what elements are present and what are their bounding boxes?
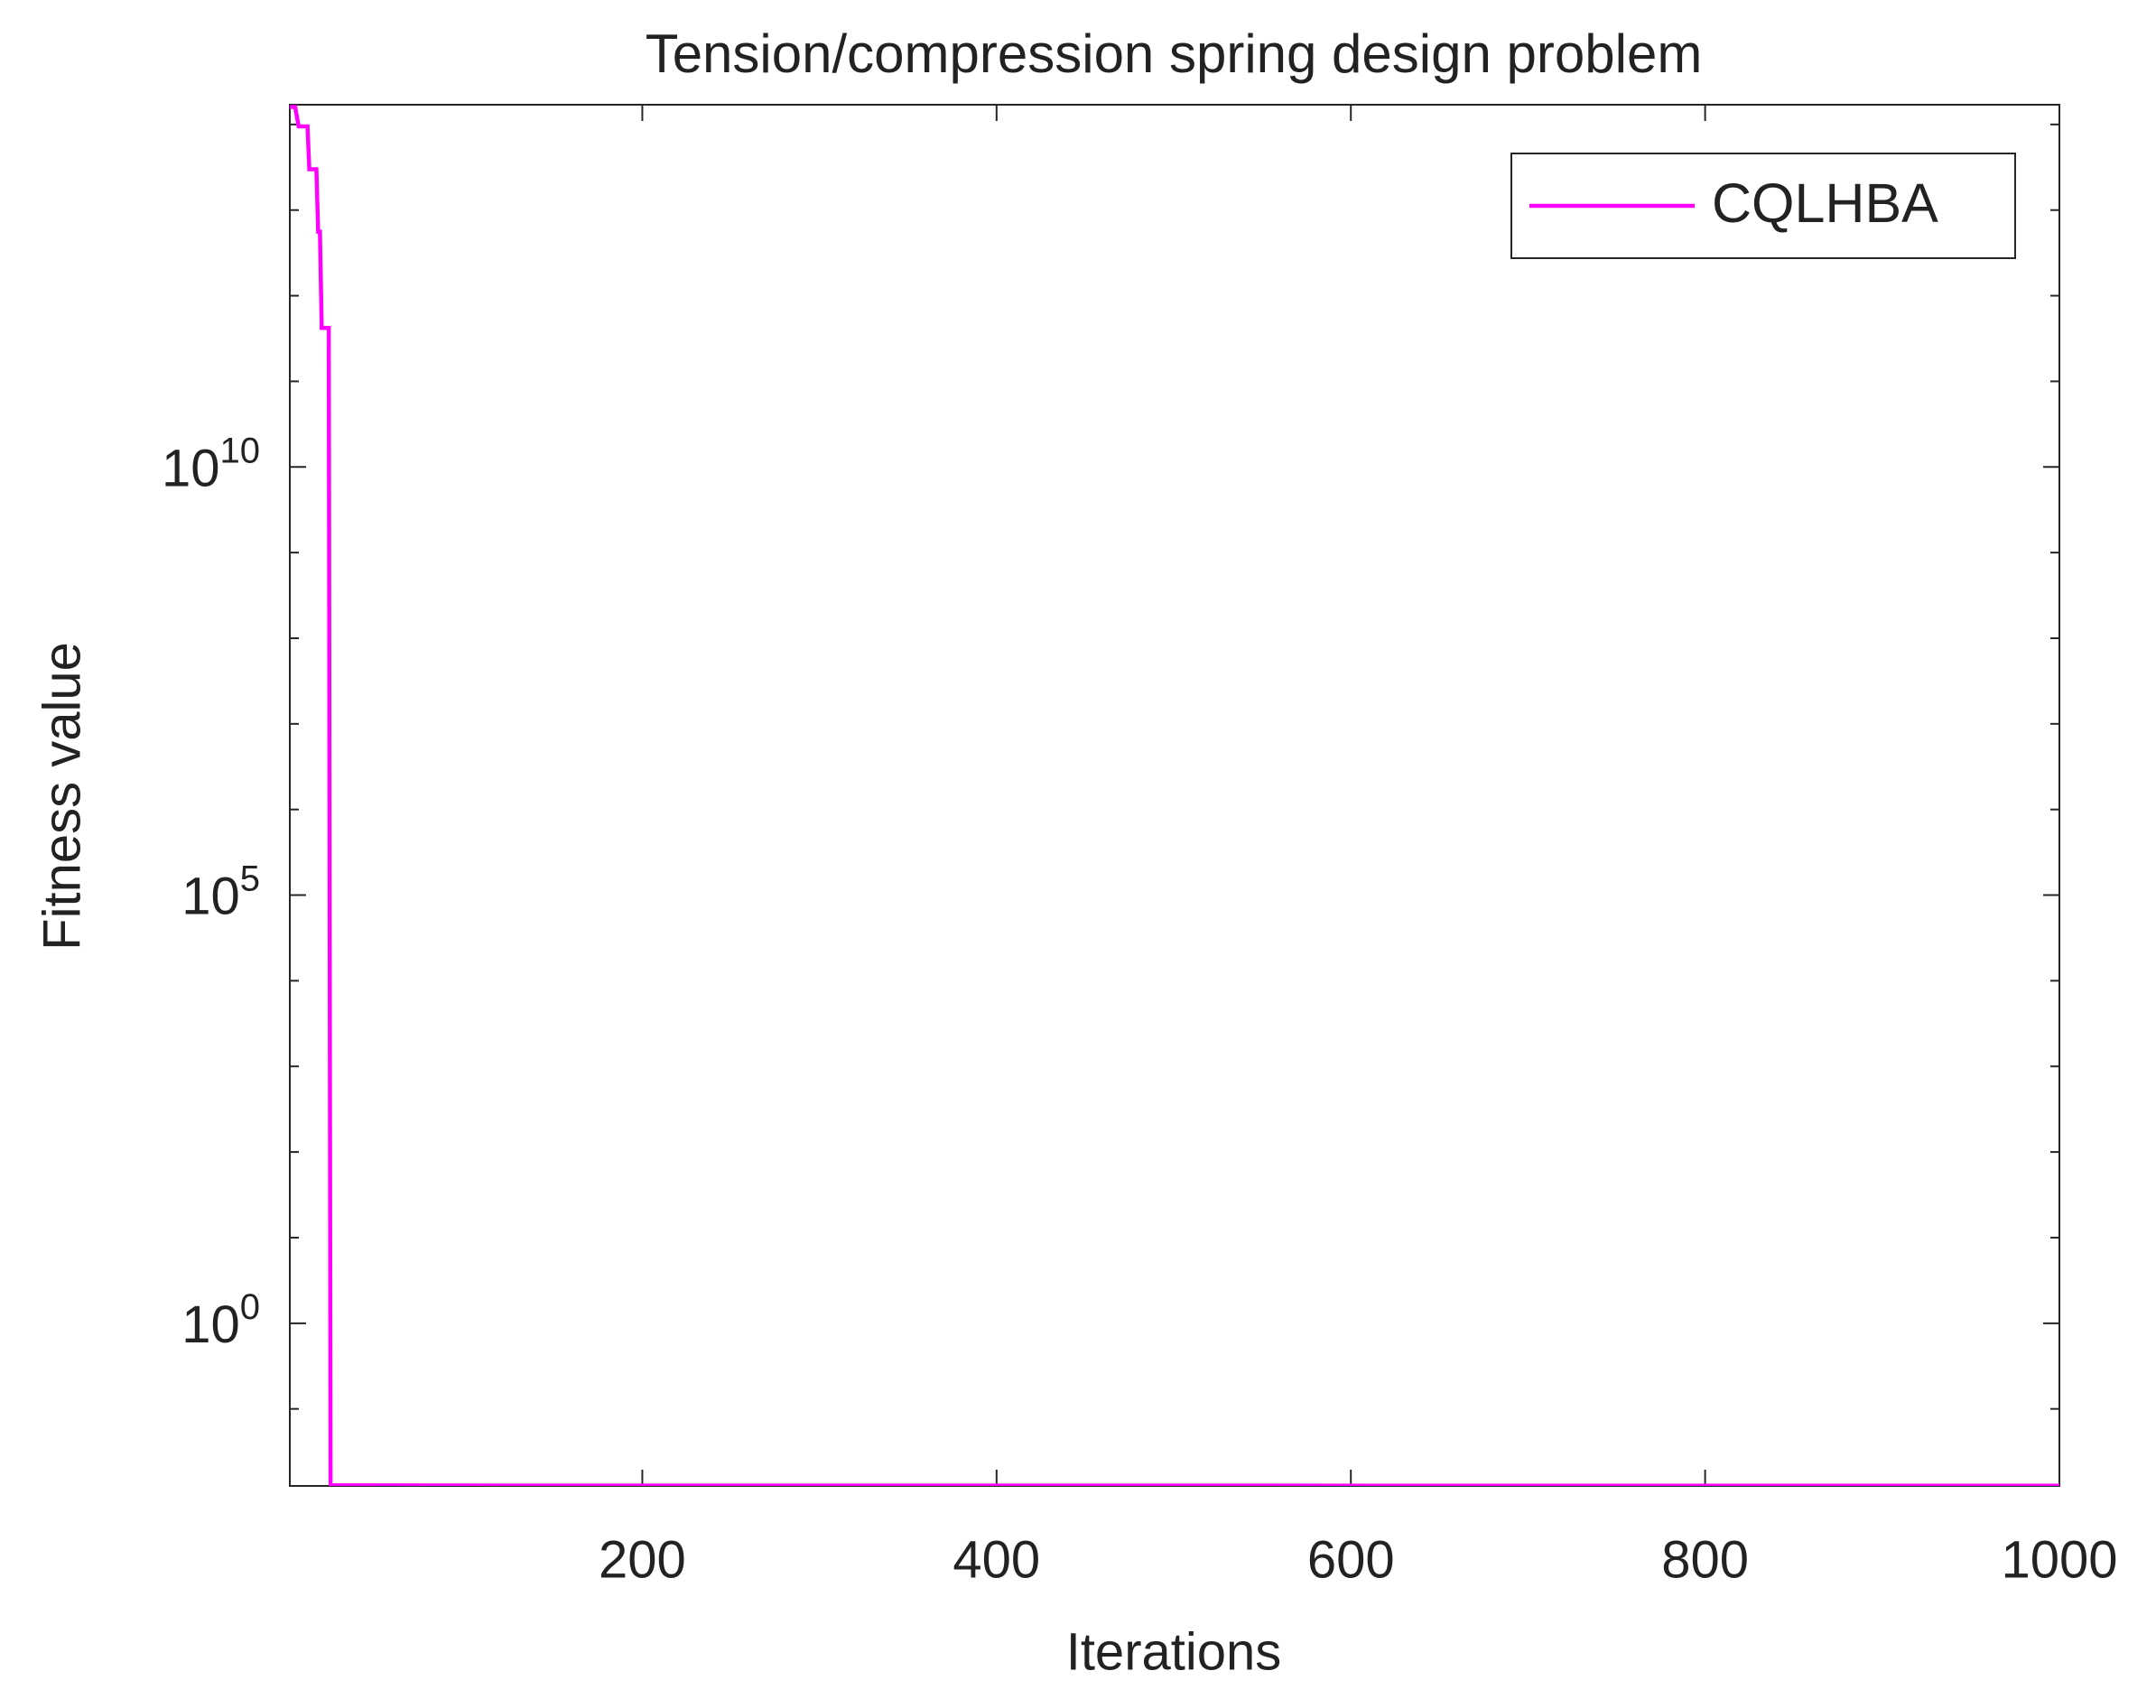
x-axis-label: Iterations <box>1066 1622 1282 1681</box>
x-tick-label: 1000 <box>2001 1530 2117 1589</box>
legend: CQLHBA <box>1510 153 2016 259</box>
data-line <box>290 105 2059 1486</box>
x-tick-label: 600 <box>1307 1530 1395 1589</box>
legend-label: CQLHBA <box>1712 172 1938 234</box>
x-tick-label: 800 <box>1661 1530 1749 1589</box>
chart-title: Tension/compression spring design proble… <box>646 23 1703 84</box>
y-tick-label: 105 <box>181 859 260 926</box>
y-tick-label: 100 <box>181 1286 260 1354</box>
y-axis-label: Fitness value <box>33 642 91 951</box>
x-tick-label: 200 <box>599 1530 686 1589</box>
x-tick-label: 400 <box>953 1530 1040 1589</box>
y-tick-label: 1010 <box>162 431 260 498</box>
